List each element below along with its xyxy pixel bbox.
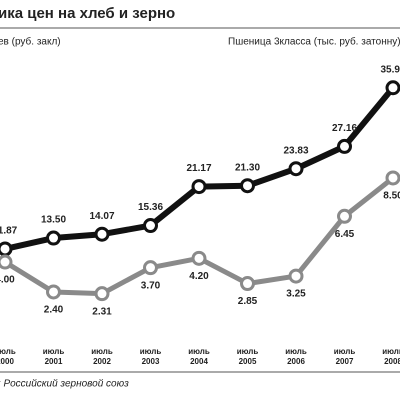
point (0, 254, 13, 270)
value-label: 13.50 (41, 215, 66, 226)
x-tick-label: июль (237, 347, 259, 356)
value-label: 6.45 (335, 229, 355, 240)
value-label: 2.31 (92, 306, 112, 317)
x-tick-label: 2007 (336, 357, 354, 366)
value-label: 27.16 (332, 123, 357, 134)
chart-title: ика цен на хлеб и зерно (0, 5, 175, 22)
point (46, 284, 61, 300)
point (94, 286, 110, 302)
point (288, 161, 304, 177)
point (385, 170, 400, 186)
source: : Российский зерновой союз (0, 379, 129, 390)
point (94, 226, 110, 242)
x-tick-label: 2001 (45, 357, 63, 366)
point (240, 276, 255, 292)
point (191, 179, 207, 195)
x-tick-label: 2006 (287, 357, 305, 366)
value-label: 35.90 (380, 64, 400, 75)
value-label: 4.00 (0, 275, 15, 286)
value-label: 3.25 (286, 289, 306, 300)
value-label: 21.30 (235, 162, 260, 173)
x-tick-label: 2004 (190, 357, 208, 366)
x-tick-label: июль (382, 347, 400, 356)
x-tick-label: июль (91, 347, 113, 356)
value-label: 11.87 (0, 226, 18, 237)
point (143, 260, 158, 276)
point (337, 208, 352, 224)
value-label: 3.70 (141, 280, 161, 291)
point (337, 138, 352, 154)
x-tick-label: июль (0, 347, 16, 356)
x-tick-label: июль (188, 347, 210, 356)
value-label: 8.50 (383, 191, 400, 202)
x-tick-label: июль (43, 347, 65, 356)
x-tick-label: июль (285, 347, 307, 356)
point (191, 250, 207, 266)
x-tick-label: июль (334, 347, 356, 356)
value-label: 4.20 (189, 271, 209, 282)
x-tick-label: 2005 (239, 357, 257, 366)
point (0, 241, 13, 257)
x-tick-label: 2000 (0, 357, 14, 366)
left-axis-label: ев (руб. закл) (0, 36, 61, 48)
x-tick-label: 2003 (142, 357, 160, 366)
right-axis-label: Пшеница 3класса (тыс. руб. затонну) (228, 36, 400, 48)
value-label: 23.83 (283, 145, 308, 156)
value-label: 15.36 (138, 202, 163, 213)
value-label: 14.07 (89, 211, 114, 222)
value-label: 2.40 (44, 305, 64, 316)
x-tick-label: июль (140, 347, 162, 356)
x-tick-label: 2002 (93, 357, 111, 366)
point (385, 80, 400, 96)
value-label: 2.85 (238, 296, 258, 307)
point (143, 218, 158, 234)
value-label: 21.17 (186, 163, 211, 174)
point (288, 268, 304, 284)
x-tick-label: 2008 (384, 357, 400, 366)
point (240, 178, 255, 194)
point (46, 230, 61, 246)
